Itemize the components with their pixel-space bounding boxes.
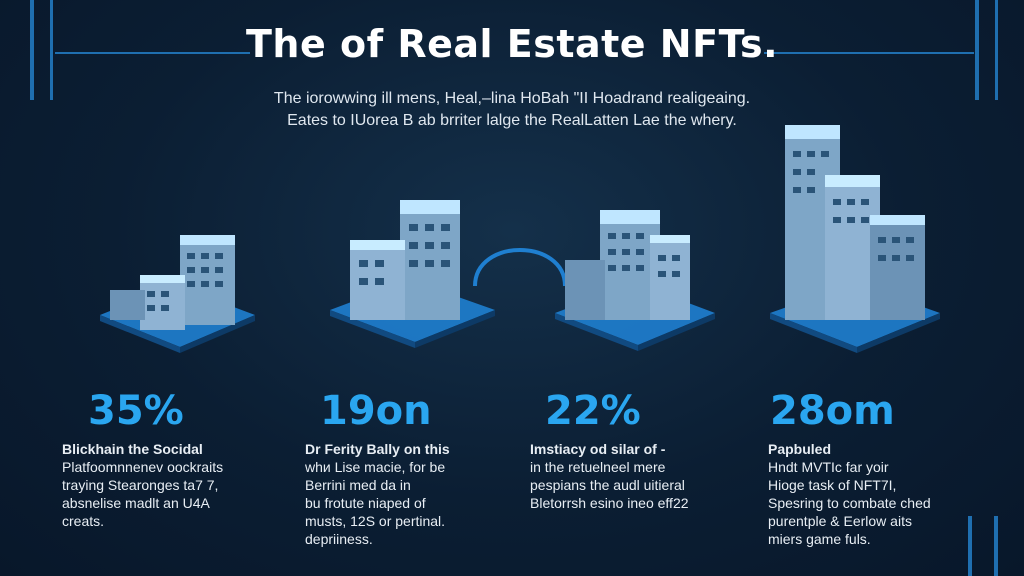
deco-line-right-1 <box>975 0 979 100</box>
stat-value-3: 22% <box>545 388 641 434</box>
stat-description-4: Papbuled Hndt MVTIc far yoir Hioge task … <box>768 440 968 548</box>
stat-line: whи Lise macie, for be <box>305 459 446 475</box>
deco-line-top-left <box>55 52 250 54</box>
deco-line-top-right <box>764 52 974 54</box>
building-illustration-1 <box>100 235 255 353</box>
stat-line: in the retuelneel mere <box>530 459 666 475</box>
stat-line: Berrini med da in <box>305 477 411 493</box>
stat-heading-2: Dr Ferity Bally on this <box>305 441 450 457</box>
stat-description-1: Blickhain the Socidal Platfoomnnenev ooc… <box>62 440 292 530</box>
stat-line: Hioge task of NFT7I, <box>768 477 897 493</box>
stat-value-4: 28om <box>770 388 895 434</box>
stat-line: miers game fuls. <box>768 531 871 547</box>
subtitle-line-2: Eates to IUorea B ab brriter lalge the R… <box>287 112 737 129</box>
page-subtitle: The iorowwing ill mens, Heal,–lina HoBah… <box>212 88 812 132</box>
deco-line-right-2 <box>995 0 998 100</box>
stat-line: Spesring to combate ched <box>768 495 931 511</box>
stat-heading-4: Papbuled <box>768 441 832 457</box>
building-illustration-2 <box>330 200 495 348</box>
stat-line: depriiness. <box>305 531 373 547</box>
stat-value-2: 19on <box>320 388 432 434</box>
building-illustration-4 <box>770 125 940 353</box>
subtitle-line-1: The iorowwing ill mens, Heal,–lina HoBah… <box>273 90 751 107</box>
stat-line: traying Stearonges ta7 7, <box>62 477 219 493</box>
stat-heading-3: Imstiacy od silar of - <box>530 441 666 457</box>
deco-line-left-2 <box>50 0 53 100</box>
page-title: The of Real Estate NFTs. <box>245 22 778 66</box>
stat-value-1: 35% <box>88 388 184 434</box>
stat-line: Bletorrsh esino ineo eff22 <box>530 495 689 511</box>
stat-line: purentple & Eerlow aits <box>768 513 912 529</box>
stat-heading-1: Blickhain the Socidal <box>62 441 203 457</box>
stat-line: Platfoomnnenev oockraits <box>62 459 224 475</box>
stat-line: creats. <box>62 513 105 529</box>
deco-line-bottom-right-2 <box>994 516 998 576</box>
stat-line: bu frotute niaped of <box>305 495 426 511</box>
stat-line: musts, 12S or pertinal. <box>305 513 446 529</box>
stat-line: pespians the audl uitieral <box>530 477 685 493</box>
stat-description-3: Imstiacy od silar of - in the retuelneel… <box>530 440 760 512</box>
deco-line-bottom-right-1 <box>968 516 972 576</box>
deco-line-left-1 <box>30 0 34 100</box>
building-illustration-3 <box>555 210 715 351</box>
stat-description-2: Dr Ferity Bally on this whи Lise macie, … <box>305 440 515 548</box>
connector-arc <box>473 248 567 287</box>
stat-line: Hndt MVTIc far yoir <box>768 459 889 475</box>
stat-line: absnelise madlt an U4A <box>62 495 210 511</box>
